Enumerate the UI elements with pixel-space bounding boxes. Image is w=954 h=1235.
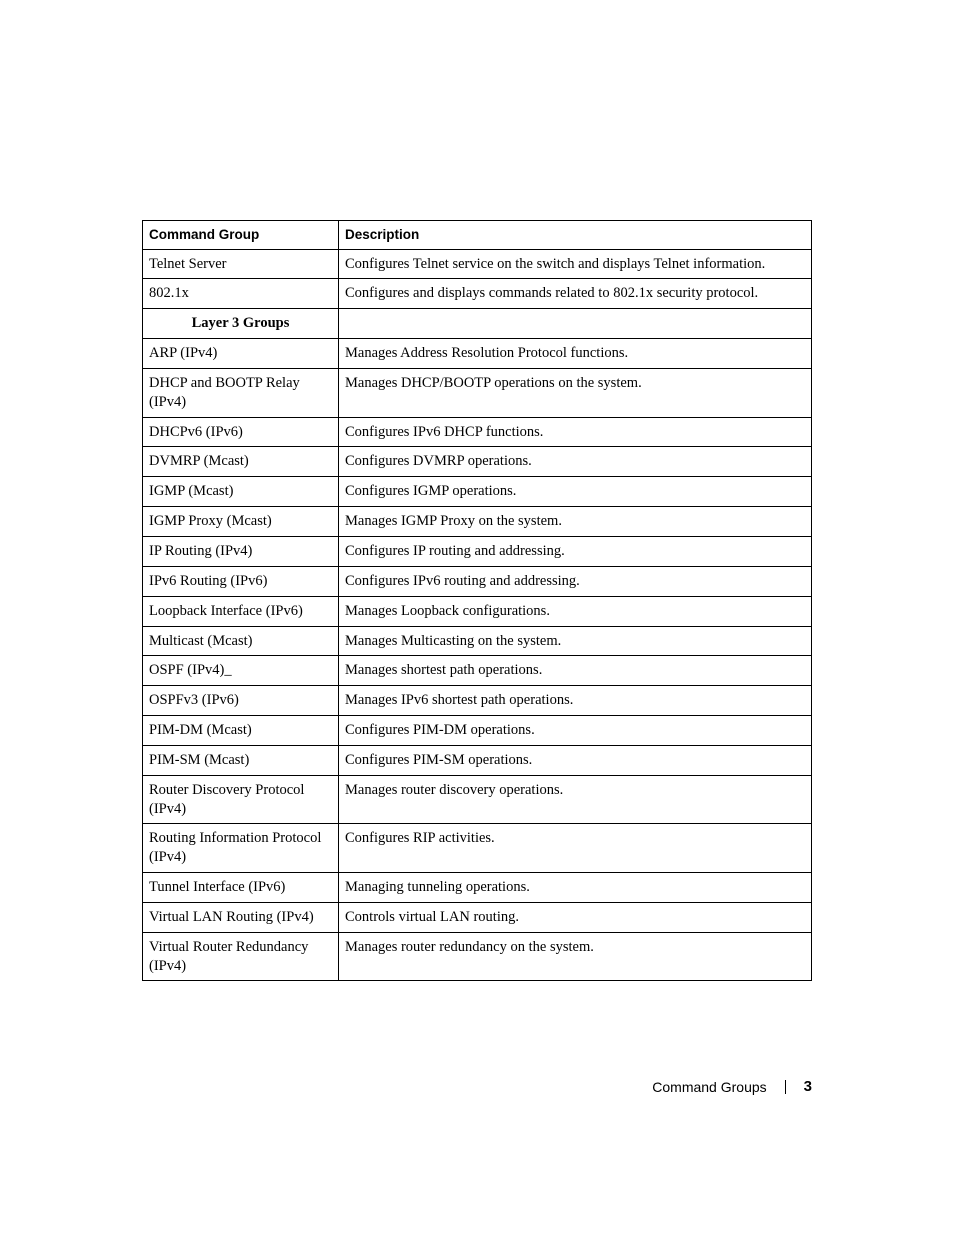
cell-description: Manages DHCP/BOOTP operations on the sys… <box>339 368 812 417</box>
table-row: Virtual Router Redundancy (IPv4)Manages … <box>143 932 812 981</box>
table-row: DVMRP (Mcast)Configures DVMRP operations… <box>143 447 812 477</box>
cell-description: Manages router redundancy on the system. <box>339 932 812 981</box>
cell-command-group: 802.1x <box>143 279 339 309</box>
cell-description: Configures and displays commands related… <box>339 279 812 309</box>
table-row: Multicast (Mcast)Manages Multicasting on… <box>143 626 812 656</box>
cell-command-group: Routing Information Protocol (IPv4) <box>143 824 339 873</box>
table-header-row: Command Group Description <box>143 221 812 250</box>
cell-description: Configures DVMRP operations. <box>339 447 812 477</box>
table-row: DHCP and BOOTP Relay (IPv4)Manages DHCP/… <box>143 368 812 417</box>
cell-command-group: DVMRP (Mcast) <box>143 447 339 477</box>
cell-description: Managing tunneling operations. <box>339 873 812 903</box>
cell-description: Configures PIM-SM operations. <box>339 745 812 775</box>
cell-command-group: OSPF (IPv4)_ <box>143 656 339 686</box>
table-row: Tunnel Interface (IPv6)Managing tunnelin… <box>143 873 812 903</box>
cell-description: Configures RIP activities. <box>339 824 812 873</box>
cell-description: Manages IGMP Proxy on the system. <box>339 507 812 537</box>
cell-command-group: IPv6 Routing (IPv6) <box>143 566 339 596</box>
command-groups-table: Command Group Description Telnet ServerC… <box>142 220 812 981</box>
cell-command-group: ARP (IPv4) <box>143 339 339 369</box>
table-row: Telnet ServerConfigures Telnet service o… <box>143 249 812 279</box>
cell-description: Controls virtual LAN routing. <box>339 902 812 932</box>
header-command-group: Command Group <box>143 221 339 250</box>
table-row: Router Discovery Protocol (IPv4)Manages … <box>143 775 812 824</box>
table-row: IGMP Proxy (Mcast)Manages IGMP Proxy on … <box>143 507 812 537</box>
cell-description: Manages Multicasting on the system. <box>339 626 812 656</box>
cell-description: Manages router discovery operations. <box>339 775 812 824</box>
footer-separator <box>785 1080 786 1094</box>
cell-command-group: IP Routing (IPv4) <box>143 536 339 566</box>
cell-description: Manages shortest path operations. <box>339 656 812 686</box>
cell-command-group: IGMP (Mcast) <box>143 477 339 507</box>
table-row: 802.1xConfigures and displays commands r… <box>143 279 812 309</box>
table-row: IGMP (Mcast)Configures IGMP operations. <box>143 477 812 507</box>
cell-command-group: IGMP Proxy (Mcast) <box>143 507 339 537</box>
section-empty-cell <box>339 309 812 339</box>
header-description: Description <box>339 221 812 250</box>
table-row: OSPFv3 (IPv6)Manages IPv6 shortest path … <box>143 686 812 716</box>
cell-command-group: Virtual LAN Routing (IPv4) <box>143 902 339 932</box>
cell-command-group: DHCP and BOOTP Relay (IPv4) <box>143 368 339 417</box>
table-row: IPv6 Routing (IPv6)Configures IPv6 routi… <box>143 566 812 596</box>
cell-command-group: Multicast (Mcast) <box>143 626 339 656</box>
cell-description: Configures Telnet service on the switch … <box>339 249 812 279</box>
section-label-cell: Layer 3 Groups <box>143 309 339 339</box>
footer-section-title: Command Groups <box>652 1079 766 1095</box>
table-row: IP Routing (IPv4)Configures IP routing a… <box>143 536 812 566</box>
cell-description: Configures PIM-DM operations. <box>339 716 812 746</box>
footer-page-number: 3 <box>804 1078 812 1095</box>
cell-command-group: Telnet Server <box>143 249 339 279</box>
cell-description: Manages IPv6 shortest path operations. <box>339 686 812 716</box>
cell-command-group: OSPFv3 (IPv6) <box>143 686 339 716</box>
cell-description: Configures IGMP operations. <box>339 477 812 507</box>
cell-description: Manages Loopback configurations. <box>339 596 812 626</box>
cell-description: Configures IPv6 DHCP functions. <box>339 417 812 447</box>
table-row: Routing Information Protocol (IPv4)Confi… <box>143 824 812 873</box>
cell-description: Manages Address Resolution Protocol func… <box>339 339 812 369</box>
cell-description: Configures IP routing and addressing. <box>339 536 812 566</box>
document-page: Command Group Description Telnet ServerC… <box>0 0 954 1235</box>
cell-command-group: PIM-DM (Mcast) <box>143 716 339 746</box>
table-row: Loopback Interface (IPv6)Manages Loopbac… <box>143 596 812 626</box>
cell-command-group: Virtual Router Redundancy (IPv4) <box>143 932 339 981</box>
cell-command-group: Router Discovery Protocol (IPv4) <box>143 775 339 824</box>
cell-description: Configures IPv6 routing and addressing. <box>339 566 812 596</box>
table-row: Virtual LAN Routing (IPv4)Controls virtu… <box>143 902 812 932</box>
table-row: OSPF (IPv4)_Manages shortest path operat… <box>143 656 812 686</box>
cell-command-group: DHCPv6 (IPv6) <box>143 417 339 447</box>
page-footer: Command Groups 3 <box>652 1078 812 1095</box>
cell-command-group: Tunnel Interface (IPv6) <box>143 873 339 903</box>
table-row: PIM-DM (Mcast)Configures PIM-DM operatio… <box>143 716 812 746</box>
table-row: DHCPv6 (IPv6)Configures IPv6 DHCP functi… <box>143 417 812 447</box>
cell-command-group: Loopback Interface (IPv6) <box>143 596 339 626</box>
table-row: ARP (IPv4)Manages Address Resolution Pro… <box>143 339 812 369</box>
table-row: PIM-SM (Mcast)Configures PIM-SM operatio… <box>143 745 812 775</box>
table-row: Layer 3 Groups <box>143 309 812 339</box>
cell-command-group: PIM-SM (Mcast) <box>143 745 339 775</box>
